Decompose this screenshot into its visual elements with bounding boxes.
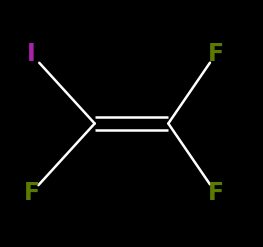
Text: I: I [27, 42, 36, 66]
Text: F: F [208, 181, 224, 205]
Text: F: F [23, 181, 40, 205]
Text: F: F [208, 42, 224, 66]
